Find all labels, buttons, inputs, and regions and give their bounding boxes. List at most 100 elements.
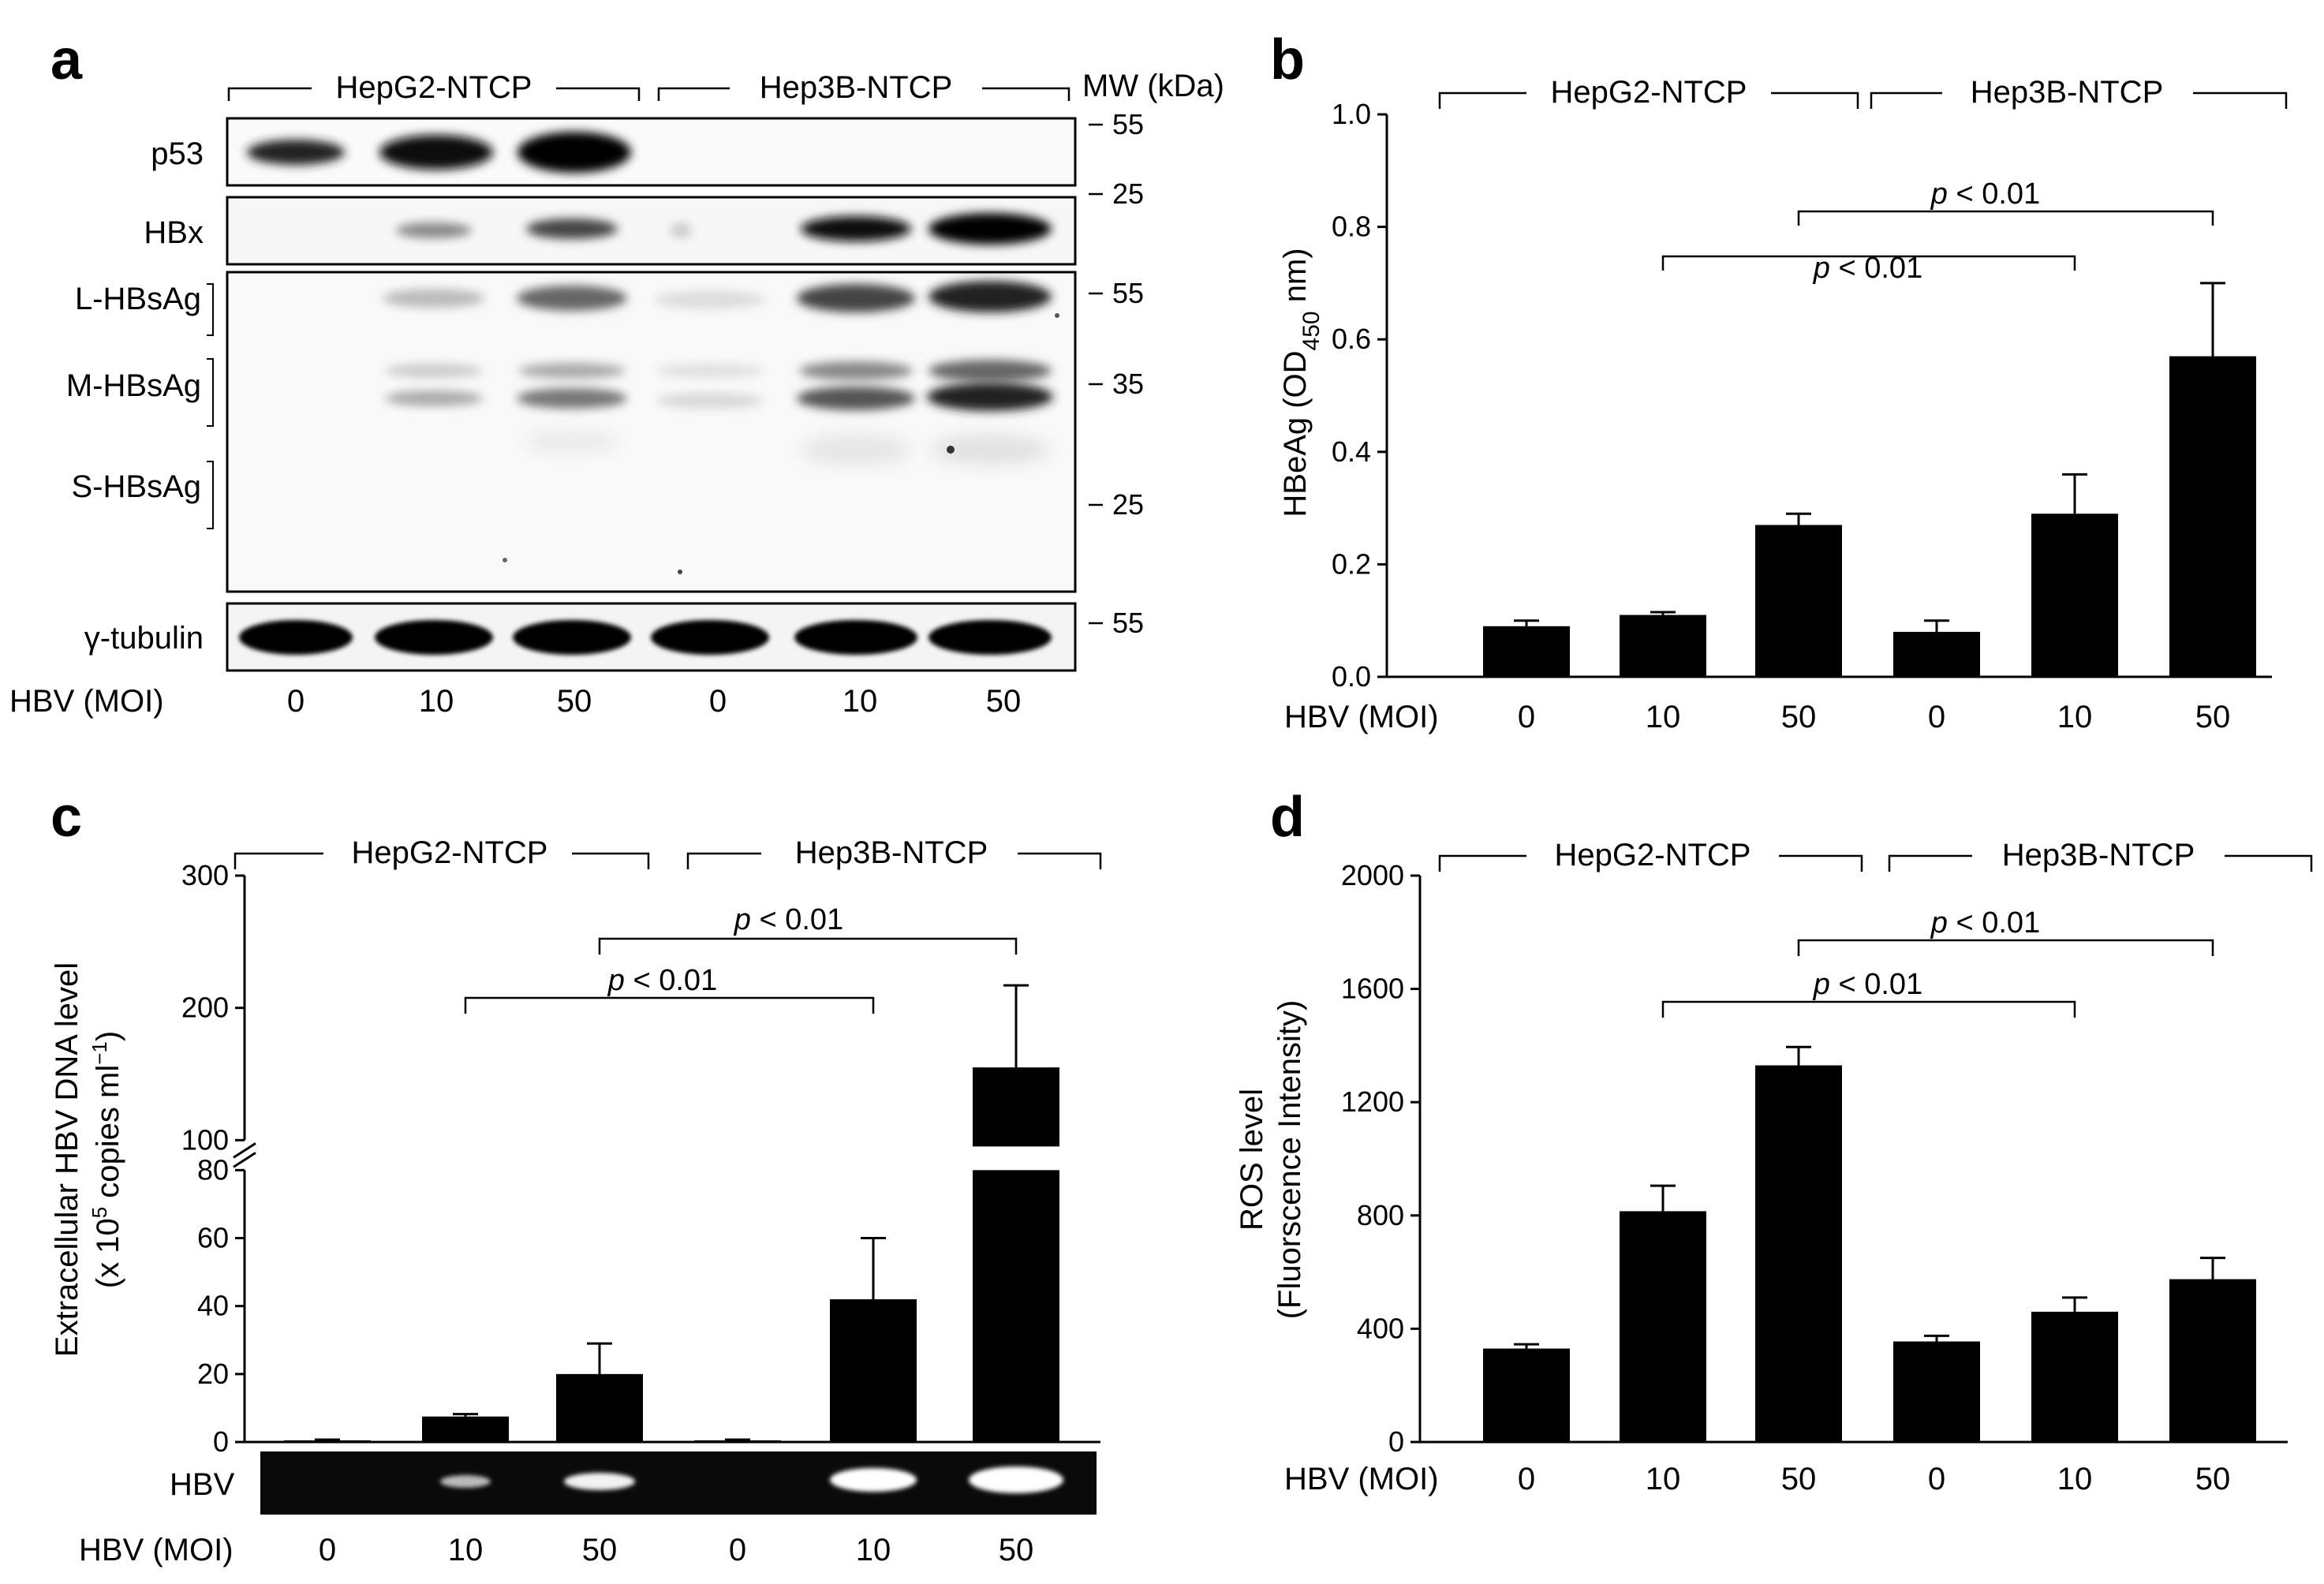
panel-d-pvalue-1: p < 0.01 [1813, 968, 1922, 1001]
blot-label-l-hbsag: L-HBsAg [75, 282, 201, 316]
chart-c-bar-5-lower [973, 1170, 1059, 1442]
chart-c-ytick-label-1: 20 [197, 1358, 229, 1390]
panel-b-pvalue-2: p < 0.01 [1930, 177, 2040, 211]
panel-c-group-hep3b: Hep3B-NTCP [795, 835, 988, 870]
chart-c-errorbar-4 [861, 1237, 886, 1300]
moi-a-4: 10 [843, 684, 878, 719]
panel-c-ylabel-line2: (x 105 copies ml−1) [88, 1031, 125, 1288]
panel-d-ylabel: ROS level (Fluorscence Intensity) [1235, 1000, 1307, 1320]
panel-b-group-bracket-hepg2: HepG2-NTCP [1438, 75, 1859, 110]
chart-d-errorbar-2 [1786, 1045, 1811, 1066]
panel-a-moi-label: HBV (MOI) [9, 684, 164, 719]
chart-d-bar-0 [1483, 1348, 1570, 1442]
panel-c-pvalues: p < 0.01 p < 0.01 [607, 903, 843, 997]
chart-d-comparison-bracket-0 [1661, 1000, 2076, 1018]
chart-b-errorbar-3 [1924, 619, 1949, 632]
panel-d-pvalues: p < 0.01 p < 0.01 [1813, 906, 2040, 1001]
chart-d: 0 400 800 1200 1600 2000 0 10 50 0 10 50 [1341, 859, 2288, 1496]
panel-c-group-hepg2: HepG2-NTCP [352, 835, 548, 870]
chart-b-category-5: 50 [2195, 700, 2231, 734]
chart-c-ytick-label-4: 80 [197, 1153, 229, 1186]
chart-b-comparison-bracket-0 [1661, 255, 2076, 271]
chart-d-category-3: 0 [1928, 1462, 1945, 1496]
mw-markers: 55 25 55 35 25 55 [1089, 108, 1144, 639]
panel-c-pvalue-2: p < 0.01 [734, 903, 843, 936]
blot-label-p53: p53 [151, 136, 204, 171]
gel-band-2 [440, 1475, 491, 1488]
chart-c-bar-1 [422, 1416, 509, 1442]
blot-label-tubulin: γ-tubulin [84, 621, 204, 656]
chart-c-category-2: 50 [582, 1533, 618, 1567]
panel-a-group-bracket-hep3b: Hep3B-NTCP [657, 70, 1070, 105]
chart-d-ytick-label-0: 0 [1388, 1425, 1404, 1458]
chart-d-ytick-label-1: 400 [1357, 1312, 1404, 1344]
brace-m-hbsag [207, 358, 214, 427]
panel-d-group-bracket-hep3b: Hep3B-NTCP [1888, 838, 2313, 872]
chart-d-ytick-label-4: 1600 [1341, 973, 1404, 1005]
chart-d-errorbar-4 [2062, 1296, 2087, 1312]
moi-a-0: 0 [287, 684, 305, 719]
panel-b-pvalue-1: p < 0.01 [1813, 252, 1922, 285]
chart-c-ytick-label-0: 0 [213, 1425, 229, 1458]
panel-d-group-hep3b: Hep3B-NTCP [2002, 838, 2195, 872]
blot-hbsag-bands [383, 281, 1059, 574]
chart-b-ytick-label-1: 0.2 [1332, 547, 1371, 580]
mw-tubulin-55: 55 [1112, 607, 1144, 639]
chart-c-axis-break [233, 1142, 256, 1168]
chart-c-ytick-label-2: 40 [197, 1290, 229, 1322]
panel-a: a HepG2-NTCP Hep3B-NTCP MW (kDa) [9, 28, 1224, 719]
chart-b-errorbar-0 [1514, 619, 1539, 626]
chart-c-comparison-bracket-0 [464, 996, 875, 1014]
panel-c-ylabel: Extracellular HBV DNA level (x 105 copie… [50, 962, 125, 1357]
brace-l-hbsag [207, 283, 214, 336]
chart-d-errorbar-0 [1514, 1343, 1539, 1349]
chart-c-category-0: 0 [319, 1533, 336, 1567]
mw-p53-low: 25 [1112, 177, 1144, 210]
panel-d-ylabel-line1: ROS level [1235, 1089, 1269, 1231]
panel-d-group-hepg2: HepG2-NTCP [1555, 838, 1751, 872]
chart-d-category-5: 50 [2195, 1462, 2231, 1496]
chart-d-bar-1 [1620, 1211, 1706, 1442]
chart-c-bar-2 [556, 1373, 643, 1442]
chart-c-bar-0 [284, 1440, 371, 1442]
panel-b-pvalues: p < 0.01 p < 0.01 [1813, 177, 2040, 285]
chart-b-bar-1 [1620, 615, 1706, 677]
mw-hbsag-55: 55 [1112, 277, 1144, 309]
chart-b-ytick-label-3: 0.6 [1332, 323, 1371, 355]
chart-b-errorbar-4 [2062, 473, 2087, 514]
chart-d-bar-3 [1893, 1341, 1980, 1442]
chart-c-bar-3 [694, 1440, 781, 1442]
chart-b-category-2: 50 [1781, 700, 1817, 734]
chart-d-category-1: 10 [1646, 1462, 1681, 1496]
chart-d-bar-2 [1755, 1065, 1842, 1442]
chart-d-bar-4 [2031, 1311, 2118, 1442]
chart-d-category-4: 10 [2057, 1462, 2093, 1496]
panel-a-label: a [50, 28, 83, 92]
chart-d-errorbar-5 [2200, 1257, 2225, 1280]
panel-c-group-bracket-hepg2: HepG2-NTCP [234, 835, 650, 870]
mw-hbsag-25: 25 [1112, 488, 1144, 521]
panel-a-moi-values: 0 10 50 0 10 50 [287, 684, 1021, 719]
mw-hbsag-35: 35 [1112, 368, 1144, 400]
chart-c-ytick-label-3: 60 [197, 1222, 229, 1254]
panel-b-group-hepg2: HepG2-NTCP [1551, 75, 1747, 110]
chart-c-errorbar-5 [1003, 984, 1029, 1068]
panel-b-ylabel: HBeAg (OD450 nm) [1278, 248, 1325, 517]
panel-d-group-bracket-hepg2: HepG2-NTCP [1438, 838, 1863, 872]
panel-c-pvalue-1: p < 0.01 [607, 964, 717, 997]
chart-c-ytick-label-5: 100 [181, 1123, 229, 1156]
chart-b-ytick-label-4: 0.8 [1332, 211, 1371, 243]
panel-c-moi-label: HBV (MOI) [79, 1533, 234, 1567]
panel-d: d HepG2-NTCP Hep3B-NTCP ROS level (Fluor… [1235, 786, 2313, 1496]
chart-b-comparison-bracket-1 [1797, 210, 2214, 226]
chart-c-bar-4 [830, 1299, 917, 1442]
chart-b-bar-0 [1483, 626, 1570, 677]
blot-hbx-bands [396, 213, 1052, 245]
chart-b-errorbar-5 [2200, 282, 2225, 357]
chart-b-category-4: 10 [2057, 700, 2093, 734]
blot-p53-bands [247, 132, 631, 173]
moi-a-1: 10 [419, 684, 454, 719]
chart-d-errorbar-3 [1924, 1334, 1949, 1342]
chart-b-category-0: 0 [1518, 700, 1535, 734]
